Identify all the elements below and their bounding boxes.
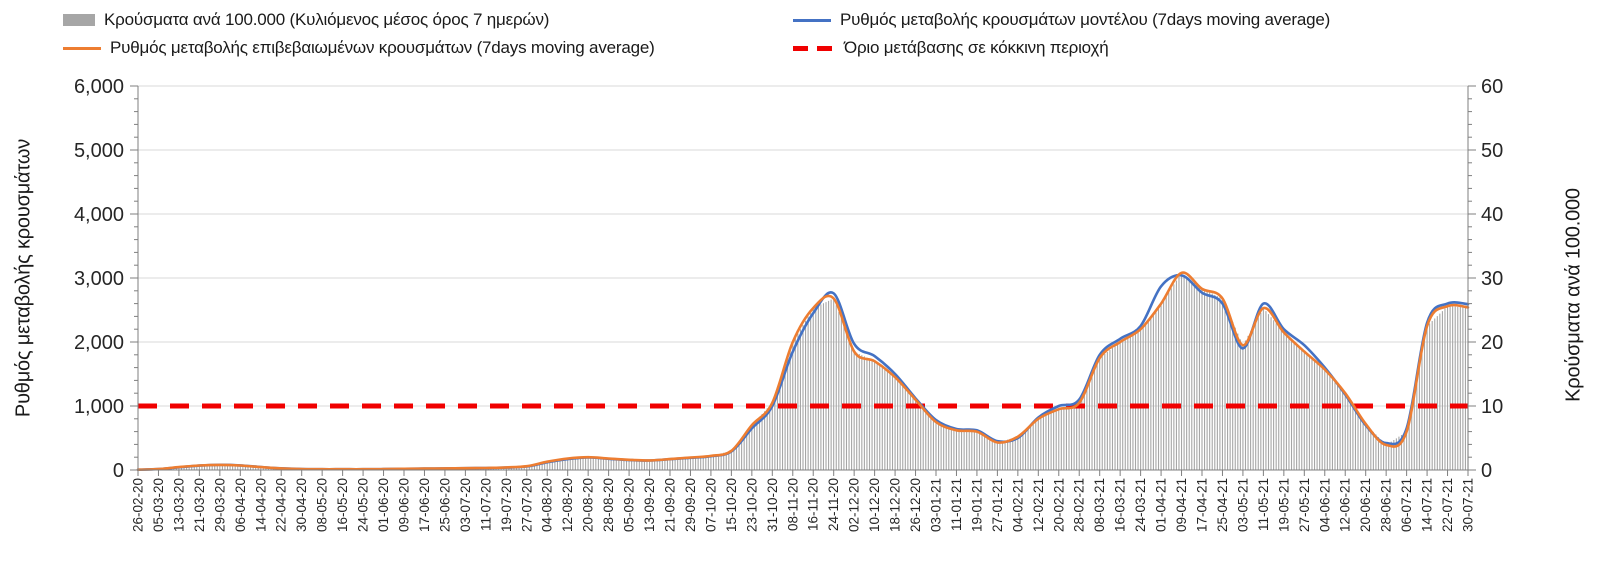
svg-text:24-03-21: 24-03-21 <box>1133 478 1148 532</box>
svg-text:27-07-20: 27-07-20 <box>519 478 534 532</box>
svg-text:0: 0 <box>1481 460 1492 482</box>
legend-label: Όριο μετάβασης σε κόκκινη περιοχή <box>844 38 1109 57</box>
svg-text:5,000: 5,000 <box>74 140 124 162</box>
blue-line-swatch-icon <box>793 18 831 22</box>
svg-text:21-03-20: 21-03-20 <box>192 478 207 532</box>
svg-text:16-03-21: 16-03-21 <box>1113 478 1128 532</box>
svg-text:12-08-20: 12-08-20 <box>560 478 575 532</box>
svg-text:10-12-20: 10-12-20 <box>867 478 882 532</box>
svg-text:10: 10 <box>1481 396 1503 418</box>
legend-label: Κρούσματα ανά 100.000 (Κυλιόμενος μέσος … <box>104 10 550 29</box>
svg-text:05-09-20: 05-09-20 <box>622 478 637 532</box>
legend-label: Ρυθμός μεταβολής επιβεβαιωμένων κρουσμάτ… <box>110 38 655 57</box>
legend-item-cases-per-100k: Κρούσματα ανά 100.000 (Κυλιόμενος μέσος … <box>63 9 549 31</box>
svg-text:6,000: 6,000 <box>74 76 124 98</box>
svg-text:13-03-20: 13-03-20 <box>171 478 186 532</box>
svg-text:30-07-21: 30-07-21 <box>1461 478 1476 532</box>
svg-text:24-05-20: 24-05-20 <box>356 478 371 532</box>
legend-item-confirmed-rate: Ρυθμός μεταβολής επιβεβαιωμένων κρουσμάτ… <box>63 37 655 59</box>
legend-item-model-rate: Ρυθμός μεταβολής κρουσμάτων μοντέλου (7d… <box>793 9 1330 31</box>
svg-text:05-03-20: 05-03-20 <box>151 478 166 532</box>
svg-text:11-05-21: 11-05-21 <box>1256 478 1271 531</box>
svg-text:08-11-20: 08-11-20 <box>785 478 800 531</box>
svg-text:4,000: 4,000 <box>74 204 124 226</box>
svg-text:16-11-20: 16-11-20 <box>806 478 821 531</box>
svg-text:26-02-20: 26-02-20 <box>131 478 146 532</box>
svg-text:25-04-21: 25-04-21 <box>1215 478 1230 532</box>
svg-text:11-07-20: 11-07-20 <box>478 478 493 531</box>
svg-text:30-04-20: 30-04-20 <box>294 478 309 532</box>
legend-item-red-zone-threshold: Όριο μετάβασης σε κόκκινη περιοχή <box>793 37 1109 59</box>
svg-text:22-04-20: 22-04-20 <box>274 478 289 532</box>
svg-text:13-09-20: 13-09-20 <box>642 478 657 532</box>
svg-text:30: 30 <box>1481 268 1503 290</box>
svg-text:31-10-20: 31-10-20 <box>765 478 780 532</box>
svg-text:1,000: 1,000 <box>74 396 124 418</box>
svg-text:3,000: 3,000 <box>74 268 124 290</box>
svg-text:20-02-21: 20-02-21 <box>1051 478 1066 532</box>
svg-text:50: 50 <box>1481 140 1503 162</box>
svg-text:20-08-20: 20-08-20 <box>581 478 596 532</box>
svg-text:03-05-21: 03-05-21 <box>1235 478 1250 532</box>
svg-text:07-10-20: 07-10-20 <box>703 478 718 532</box>
svg-text:02-12-20: 02-12-20 <box>847 478 862 532</box>
svg-text:17-06-20: 17-06-20 <box>417 478 432 532</box>
svg-text:01-06-20: 01-06-20 <box>376 478 391 532</box>
svg-text:12-06-21: 12-06-21 <box>1338 478 1353 532</box>
svg-text:40: 40 <box>1481 204 1503 226</box>
svg-text:06-04-20: 06-04-20 <box>233 478 248 532</box>
svg-text:19-05-21: 19-05-21 <box>1276 478 1291 532</box>
svg-text:29-09-20: 29-09-20 <box>683 478 698 532</box>
svg-text:2,000: 2,000 <box>74 332 124 354</box>
svg-text:22-07-21: 22-07-21 <box>1440 478 1455 532</box>
svg-text:09-04-21: 09-04-21 <box>1174 478 1189 532</box>
svg-text:20-06-21: 20-06-21 <box>1358 478 1373 532</box>
svg-text:19-01-21: 19-01-21 <box>969 478 984 532</box>
svg-text:27-01-21: 27-01-21 <box>990 478 1005 532</box>
svg-text:16-05-20: 16-05-20 <box>335 478 350 532</box>
legend-label: Ρυθμός μεταβολής κρουσμάτων μοντέλου (7d… <box>840 10 1331 29</box>
svg-text:26-12-20: 26-12-20 <box>908 478 923 532</box>
svg-text:15-10-20: 15-10-20 <box>724 478 739 532</box>
svg-text:12-02-21: 12-02-21 <box>1031 478 1046 532</box>
orange-line-swatch-icon <box>63 46 101 50</box>
svg-text:03-07-20: 03-07-20 <box>458 478 473 532</box>
svg-text:28-02-21: 28-02-21 <box>1072 478 1087 532</box>
svg-text:08-05-20: 08-05-20 <box>315 478 330 532</box>
gray-bar-swatch-icon <box>63 14 95 26</box>
svg-text:06-07-21: 06-07-21 <box>1399 478 1414 532</box>
svg-text:20: 20 <box>1481 332 1503 354</box>
svg-text:28-06-21: 28-06-21 <box>1379 478 1394 532</box>
svg-text:24-11-20: 24-11-20 <box>826 478 841 531</box>
svg-text:28-08-20: 28-08-20 <box>601 478 616 532</box>
red-dashed-swatch-icon <box>793 45 835 51</box>
svg-text:18-12-20: 18-12-20 <box>888 478 903 532</box>
svg-text:21-09-20: 21-09-20 <box>663 478 678 532</box>
svg-text:60: 60 <box>1481 76 1503 98</box>
svg-text:04-06-21: 04-06-21 <box>1317 478 1332 532</box>
svg-text:08-03-21: 08-03-21 <box>1092 478 1107 532</box>
svg-text:17-04-21: 17-04-21 <box>1195 478 1210 532</box>
svg-text:0: 0 <box>113 460 124 482</box>
svg-text:19-07-20: 19-07-20 <box>499 478 514 532</box>
svg-text:09-06-20: 09-06-20 <box>397 478 412 532</box>
chart-plot: 0 1,000 2,000 3,000 4,000 5,000 6,000 0 10 20 30 40… <box>74 76 1503 532</box>
svg-text:27-05-21: 27-05-21 <box>1297 478 1312 532</box>
svg-text:04-08-20: 04-08-20 <box>540 478 555 532</box>
svg-text:04-02-21: 04-02-21 <box>1010 478 1025 532</box>
svg-text:25-06-20: 25-06-20 <box>437 478 452 532</box>
svg-text:23-10-20: 23-10-20 <box>744 478 759 532</box>
svg-text:29-03-20: 29-03-20 <box>212 478 227 532</box>
svg-text:03-01-21: 03-01-21 <box>929 478 944 532</box>
svg-text:14-04-20: 14-04-20 <box>253 478 268 532</box>
svg-text:14-07-21: 14-07-21 <box>1420 478 1435 532</box>
svg-text:11-01-21: 11-01-21 <box>949 478 964 531</box>
svg-text:01-04-21: 01-04-21 <box>1154 478 1169 532</box>
